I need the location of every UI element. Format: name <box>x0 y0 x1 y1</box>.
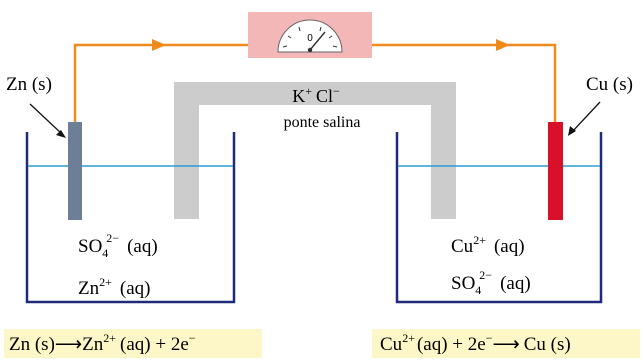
zinc-pointer-head <box>56 130 66 138</box>
voltmeter-dial <box>277 19 343 53</box>
left-half-reaction: Zn (s)⟶Zn2+ (aq) + 2e− <box>9 331 196 355</box>
salt-bridge-ions: K+ Cl− <box>292 84 340 106</box>
left-half-reaction-box <box>4 329 262 358</box>
left-solution-line-2: Zn2+ (aq) <box>78 275 150 299</box>
copper-label: Cu (s) <box>586 74 633 95</box>
copper-pointer <box>571 101 601 133</box>
right-solution-line-1: Cu2+ (aq) <box>451 233 525 257</box>
copper-electrode <box>548 122 563 220</box>
zinc-label: Zn (s) <box>6 74 52 95</box>
current-arrow-left <box>152 39 166 51</box>
zinc-pointer <box>29 103 63 135</box>
voltmeter-ticks <box>282 26 338 48</box>
right-beaker <box>395 132 603 304</box>
right-solution-line-2: SO42− (aq) <box>451 268 531 297</box>
left-beaker <box>25 132 236 304</box>
voltmeter-reading: 0 <box>307 33 313 44</box>
voltmeter-needle <box>309 31 326 51</box>
salt-bridge-label: ponte salina <box>284 114 361 131</box>
copper-pointer-head <box>568 126 576 136</box>
voltmeter-pivot <box>307 47 313 53</box>
right-half-reaction: Cu2+ (aq) + 2e−⟶ Cu (s) <box>380 331 571 355</box>
zinc-electrode <box>68 122 82 220</box>
wire-left <box>73 43 248 124</box>
right-half-reaction-box <box>372 329 640 358</box>
salt-bridge <box>174 82 456 219</box>
current-arrow-right <box>496 39 510 51</box>
wire-right <box>372 43 557 124</box>
left-solution-line-1: SO42− (aq) <box>78 231 158 260</box>
